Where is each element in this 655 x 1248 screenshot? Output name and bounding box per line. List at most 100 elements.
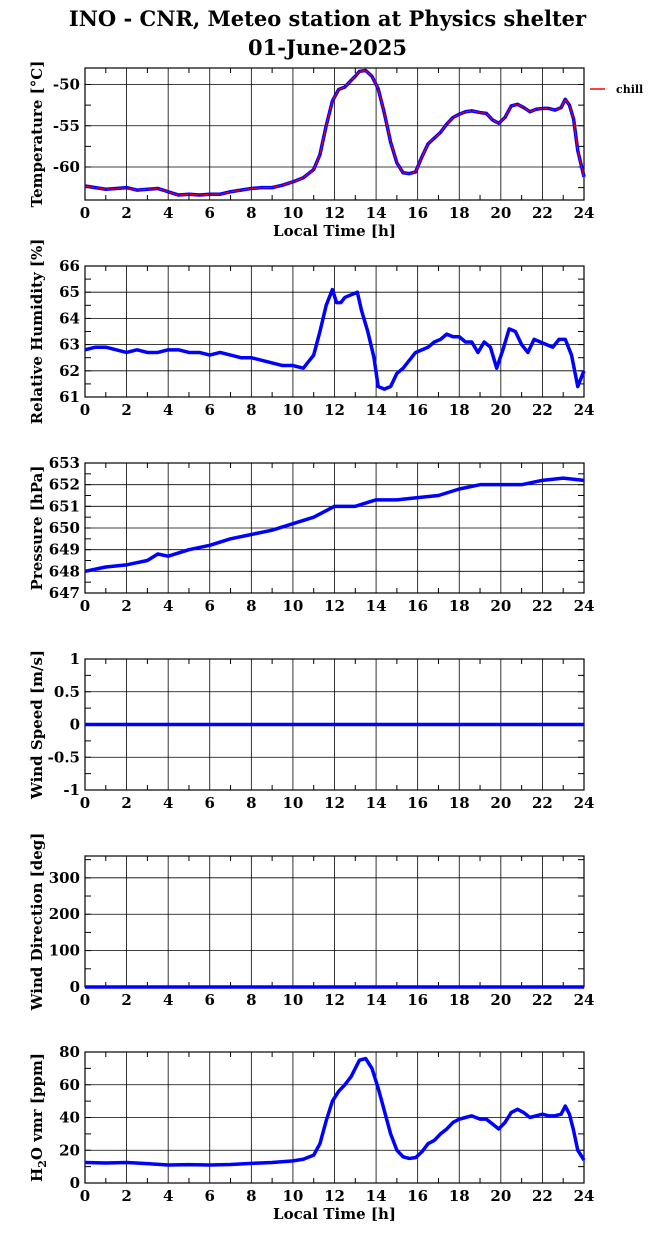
data-point-humidity: [360, 309, 363, 312]
x-tick-label-humidity: 8: [246, 401, 256, 419]
data-point-temperature: [433, 137, 435, 139]
data-point-temperature: [439, 131, 442, 133]
x-tick-label-temperature: 18: [449, 204, 470, 222]
y-tick-label-pressure: 650: [49, 519, 80, 537]
data-point-temperature: [115, 187, 117, 190]
data-point-pressure: [437, 494, 440, 497]
data-point-h2o_vmr: [302, 1158, 304, 1160]
x-tick-label-humidity: 2: [121, 401, 131, 419]
data-point-humidity: [271, 362, 273, 364]
data-point-pressure: [417, 497, 419, 499]
data-point-h2o_vmr: [209, 1164, 211, 1166]
data-point-wind_speed: [583, 723, 585, 726]
y-tick-label-pressure: 651: [49, 497, 80, 515]
data-point-humidity: [367, 330, 369, 333]
data-point-humidity: [325, 304, 327, 306]
data-point-temperature: [302, 177, 304, 179]
data-point-h2o_vmr: [471, 1115, 473, 1117]
x-tick-label-humidity: 0: [80, 401, 90, 419]
data-point-humidity: [558, 338, 560, 340]
data-point-humidity: [383, 388, 385, 390]
data-point-humidity: [521, 344, 523, 346]
data-point-temperature: [177, 194, 180, 196]
x-tick-label-wind_direction: 6: [205, 991, 215, 1009]
data-point-humidity: [125, 351, 128, 354]
data-point-humidity: [188, 351, 190, 354]
x-tick-label-pressure: 24: [574, 597, 595, 615]
data-point-h2o_vmr: [414, 1157, 417, 1159]
data-point-temperature: [240, 189, 242, 191]
x-tick-label-pressure: 16: [407, 597, 428, 615]
x-tick-label-humidity: 18: [449, 401, 470, 419]
data-point-h2o_vmr: [498, 1128, 500, 1130]
x-tick-label-h2o_vmr: 14: [366, 1187, 387, 1205]
x-tick-label-humidity: 14: [366, 401, 387, 419]
data-point-temperature: [338, 88, 340, 91]
data-point-h2o_vmr: [510, 1111, 512, 1114]
data-point-h2o_vmr: [568, 1113, 571, 1115]
data-point-humidity: [408, 359, 410, 361]
data-point-humidity: [157, 351, 159, 354]
data-point-temperature: [535, 108, 537, 110]
x-tick-label-wind_direction: 12: [324, 991, 345, 1009]
data-point-humidity: [452, 336, 454, 338]
x-tick-label-humidity: 24: [574, 401, 595, 419]
data-point-h2o_vmr: [408, 1157, 410, 1160]
data-point-temperature: [354, 75, 356, 77]
data-point-temperature: [396, 162, 398, 164]
data-point-temperature: [331, 100, 334, 102]
x-tick-label-wind_speed: 14: [366, 794, 387, 812]
data-point-temperature: [261, 187, 263, 189]
x-tick-label-h2o_vmr: 24: [574, 1187, 595, 1205]
data-point-humidity: [471, 341, 473, 343]
data-point-h2o_vmr: [523, 1111, 525, 1114]
data-point-temperature: [188, 193, 190, 195]
y-tick-label-humidity: 66: [59, 257, 80, 275]
data-point-temperature: [471, 110, 473, 112]
data-point-humidity: [396, 372, 398, 375]
data-point-temperature: [84, 185, 86, 187]
data-point-h2o_vmr: [105, 1162, 107, 1164]
data-point-humidity: [319, 330, 321, 333]
data-point-temperature: [458, 113, 460, 115]
x-tick-label-h2o_vmr: 20: [490, 1187, 511, 1205]
chart-title-line2: 01-June-2025: [248, 35, 407, 60]
data-point-humidity: [446, 333, 448, 335]
x-tick-label-h2o_vmr: 0: [80, 1187, 90, 1205]
x-tick-label-wind_speed: 2: [121, 794, 131, 812]
x-tick-label-temperature: 16: [407, 204, 428, 222]
data-point-pressure: [333, 505, 336, 507]
data-point-humidity: [439, 338, 442, 340]
data-point-humidity: [335, 302, 338, 304]
data-point-humidity: [414, 351, 417, 354]
data-point-h2o_vmr: [516, 1108, 519, 1110]
y-tick-label-wind_direction: 100: [49, 942, 80, 960]
x-axis-label-temperature: Local Time [h]: [273, 222, 396, 240]
data-point-temperature: [136, 189, 138, 191]
data-point-humidity: [514, 330, 516, 333]
data-point-humidity: [483, 341, 485, 343]
data-point-humidity: [356, 291, 358, 293]
data-point-temperature: [365, 69, 367, 72]
data-point-humidity: [350, 294, 352, 296]
data-point-h2o_vmr: [583, 1159, 585, 1161]
y-tick-label-temperature: -50: [53, 76, 80, 94]
x-tick-label-temperature: 4: [163, 204, 173, 222]
data-point-humidity: [146, 351, 148, 354]
data-point-h2o_vmr: [354, 1067, 356, 1069]
data-point-pressure: [271, 529, 273, 531]
plot-frame-pressure: [84, 462, 585, 594]
data-point-h2o_vmr: [554, 1115, 556, 1117]
data-point-temperature: [157, 187, 159, 190]
x-tick-label-humidity: 10: [282, 401, 303, 419]
data-point-h2o_vmr: [188, 1164, 190, 1166]
data-point-h2o_vmr: [439, 1133, 442, 1135]
x-tick-label-pressure: 0: [80, 597, 90, 615]
data-point-temperature: [250, 187, 252, 190]
data-point-h2o_vmr: [433, 1139, 435, 1142]
data-point-h2o_vmr: [377, 1087, 379, 1089]
data-point-humidity: [433, 341, 435, 343]
